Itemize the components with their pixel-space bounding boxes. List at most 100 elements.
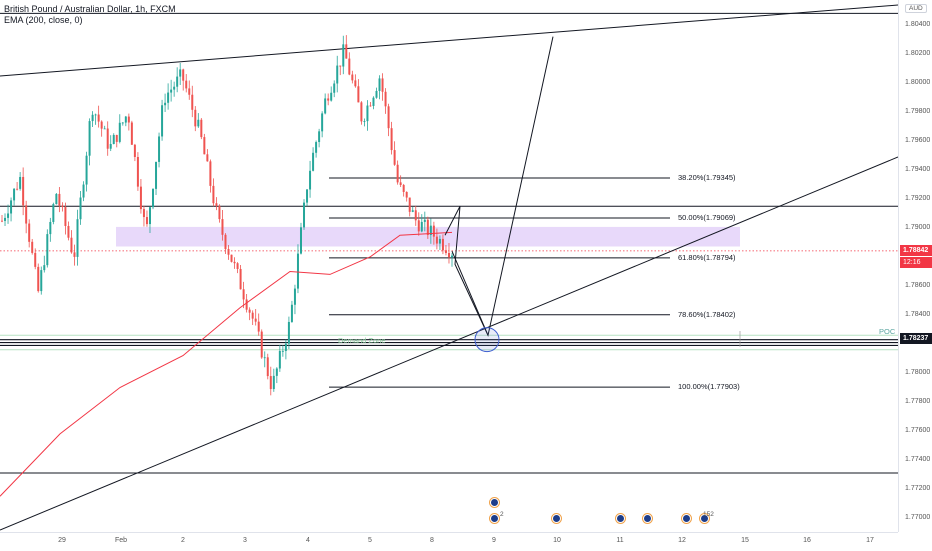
candle-body — [103, 128, 106, 130]
candle-body — [429, 225, 432, 236]
candle-body — [342, 44, 345, 67]
price-tick-label: 1.77800 — [905, 398, 931, 405]
economic-event-icon[interactable] — [681, 513, 692, 524]
candle-body — [224, 234, 227, 250]
candle-body — [393, 150, 396, 165]
ema-200-line[interactable] — [0, 231, 453, 497]
candle-body — [64, 207, 67, 226]
candle-body — [115, 134, 118, 142]
candle-body — [170, 89, 173, 93]
candle-body — [191, 94, 194, 110]
candle-body — [378, 78, 381, 91]
price-tick-label: 1.79400 — [905, 166, 931, 173]
candle-body — [236, 263, 239, 269]
candle-body — [306, 189, 309, 203]
candle-body — [130, 122, 133, 145]
candle-body — [275, 368, 278, 376]
price-tick-label: 1.80200 — [905, 50, 931, 57]
target-circle[interactable] — [474, 327, 500, 353]
candle-body — [164, 102, 167, 106]
upper-trendline[interactable] — [0, 4, 898, 77]
price-tick-label: 1.80000 — [905, 79, 931, 86]
candle-body — [299, 227, 302, 254]
candle-body — [22, 176, 25, 206]
candle-body — [441, 238, 444, 251]
candle-body — [97, 114, 100, 122]
candle-body — [185, 80, 188, 89]
candle-body — [203, 137, 206, 155]
candle-body — [309, 170, 312, 190]
candle-body — [402, 184, 405, 192]
candle-body — [40, 270, 43, 292]
candle-body — [7, 213, 10, 218]
economic-event-icon[interactable] — [489, 513, 500, 524]
candle-body — [269, 376, 272, 390]
candle-body — [420, 221, 423, 232]
candle-body — [324, 98, 327, 114]
flag-icon — [683, 515, 690, 522]
event-count-label: 152 — [703, 511, 714, 518]
price-tick-label: 1.79000 — [905, 224, 931, 231]
projected-path-segment — [451, 251, 489, 336]
candle-body — [251, 312, 254, 319]
time-tick-label: 2 — [181, 537, 185, 544]
economic-event-icon[interactable] — [699, 513, 710, 524]
candle-body — [451, 255, 453, 258]
economic-event-icon[interactable] — [642, 513, 653, 524]
price-tick-label: 1.77200 — [905, 485, 931, 492]
candle-body — [405, 191, 408, 198]
time-tick-label: 16 — [803, 537, 811, 544]
candle-body — [260, 331, 263, 358]
candle-body — [387, 106, 390, 129]
candle-body — [173, 86, 176, 90]
candle-body — [263, 357, 266, 359]
economic-event-icon[interactable] — [551, 513, 562, 524]
candle-body — [16, 188, 19, 190]
lower-trendline[interactable] — [0, 156, 898, 531]
time-axis[interactable]: 29 Feb 2 3 4 5 8 9 10 11 12 15 16 17 — [0, 532, 898, 551]
price-tick-label: 1.77000 — [905, 514, 931, 521]
candle-body — [293, 288, 296, 305]
candle-body — [109, 144, 112, 149]
candle-body — [124, 116, 127, 123]
projected-path[interactable] — [444, 36, 554, 337]
time-tick-label: 9 — [492, 537, 496, 544]
candle-body — [58, 193, 61, 206]
candle-body — [414, 210, 417, 221]
candle-body — [46, 234, 49, 266]
candle-body — [239, 268, 242, 290]
candle-body — [230, 254, 233, 262]
indicator-label[interactable]: EMA (200, close, 0) — [4, 15, 83, 25]
candle-body — [363, 121, 366, 122]
candle-body — [179, 69, 182, 77]
time-tick-label: Feb — [114, 537, 128, 544]
poc-label: POC — [879, 327, 896, 337]
candle-body — [438, 238, 441, 244]
chart-legend: British Pound / Australian Dollar, 1h, F… — [4, 4, 176, 26]
currency-badge[interactable]: AUD — [905, 4, 927, 13]
economic-event-icon[interactable] — [489, 497, 500, 508]
time-tick-label: 17 — [866, 537, 874, 544]
candle-body — [34, 252, 37, 267]
symbol-title[interactable]: British Pound / Australian Dollar, 1h, F… — [4, 4, 176, 14]
candle-body — [4, 217, 7, 221]
candles[interactable] — [1, 35, 453, 396]
candle-body — [43, 265, 46, 271]
candle-body — [10, 200, 13, 214]
candle-body — [423, 219, 426, 222]
candle-body — [303, 202, 306, 228]
time-tick-label: 15 — [741, 537, 749, 544]
candle-body — [318, 131, 321, 143]
candle-body — [372, 97, 375, 106]
candle-body — [390, 128, 393, 151]
demand-zone-label: Demand Zone — [338, 336, 386, 346]
candle-body — [127, 116, 130, 123]
economic-event-icon[interactable] — [615, 513, 626, 524]
candle-body — [152, 188, 155, 208]
candle-body — [158, 136, 161, 162]
candle-body — [139, 186, 142, 210]
candle-body — [112, 134, 115, 145]
candle-body — [315, 142, 318, 153]
